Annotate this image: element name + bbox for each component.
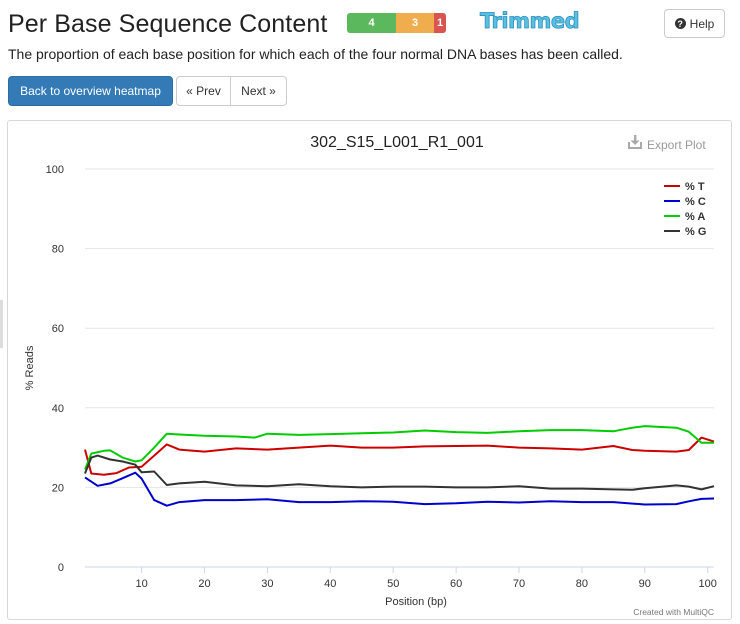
legend-item-c[interactable]: % C (664, 196, 706, 208)
next-button[interactable]: Next » (231, 76, 287, 106)
series-line-a[interactable] (84, 425, 714, 470)
x-tick-label: 50 (387, 578, 399, 590)
x-tick-label: 40 (324, 578, 336, 590)
y-tick-label: 40 (52, 403, 64, 415)
series-line-g[interactable] (84, 454, 715, 491)
status-warn-count[interactable]: 3 (396, 13, 434, 33)
x-tick-label: 90 (639, 578, 651, 590)
series-line-t[interactable] (84, 436, 715, 476)
legend-label: % C (685, 196, 706, 208)
status-bar[interactable]: 4 3 1 (347, 13, 446, 33)
download-icon (628, 135, 642, 149)
x-tick-label: 80 (576, 578, 588, 590)
help-label: Help (689, 16, 715, 31)
trimmed-badge: Trimmed (480, 9, 580, 34)
x-axis-ticks: 10 20 30 40 50 60 70 80 90 100 (85, 566, 717, 590)
y-axis-ticks: 0 20 40 60 80 100 (46, 164, 64, 574)
legend-label: % A (685, 211, 705, 223)
export-plot-label: Export Plot (647, 138, 706, 152)
series-line-c[interactable] (84, 471, 715, 507)
x-tick-label: 70 (513, 578, 525, 590)
legend-label: % G (685, 226, 706, 238)
section-description: The proportion of each base position for… (8, 46, 623, 62)
legend-item-t[interactable]: % T (664, 181, 705, 193)
chart-title: 302_S15_L001_R1_001 (310, 134, 484, 151)
series-lines (84, 425, 715, 507)
x-tick-label: 60 (450, 578, 462, 590)
plot-container: 0 20 40 60 80 100 10 20 30 40 50 60 70 80 90 100 % T% … (7, 120, 732, 620)
x-tick-label: 10 (135, 578, 147, 590)
legend-item-g[interactable]: % G (664, 226, 706, 238)
y-axis-label: % Reads (24, 345, 36, 390)
back-to-overview-button[interactable]: Back to overview heatmap (8, 76, 173, 106)
x-tick-label: 20 (198, 578, 210, 590)
x-tick-label: 100 (699, 578, 717, 590)
side-panel-handle[interactable] (0, 300, 3, 348)
help-button[interactable]: ? Help (664, 9, 725, 38)
status-pass-count[interactable]: 4 (347, 13, 396, 33)
legend-label: % T (685, 181, 705, 193)
grid-lines (85, 168, 714, 568)
question-circle-icon: ? (674, 18, 686, 29)
legend-item-a[interactable]: % A (664, 211, 705, 223)
status-fail-count[interactable]: 1 (434, 13, 446, 33)
export-plot-button[interactable]: Export Plot (628, 135, 706, 152)
pager: « Prev Next » (176, 76, 287, 106)
prev-button[interactable]: « Prev (176, 76, 231, 106)
x-tick-label: 30 (261, 578, 273, 590)
y-tick-label: 20 (52, 482, 64, 494)
y-tick-label: 100 (46, 164, 64, 176)
page-title: Per Base Sequence Content (8, 9, 328, 38)
y-tick-label: 80 (52, 244, 64, 256)
y-tick-label: 0 (58, 562, 64, 574)
title-row: Per Base Sequence Content (8, 7, 327, 41)
legend: % T % C % A % G (664, 181, 706, 238)
y-tick-label: 60 (52, 323, 64, 335)
x-axis-label: Position (bp) (385, 596, 447, 608)
multiqc-credit: Created with MultiQC (633, 607, 714, 617)
